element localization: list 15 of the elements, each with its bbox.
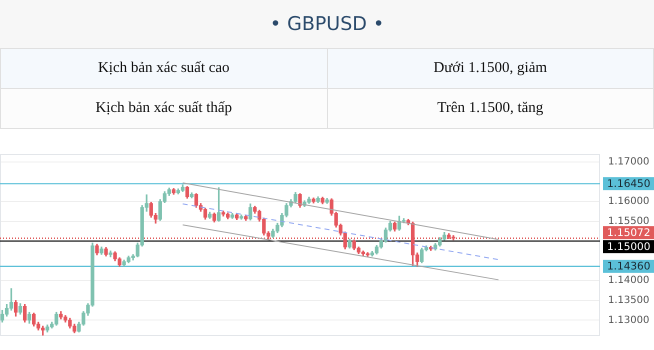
text: Trên 1.1500, tăng [327,88,654,128]
text: Kịch bản xác suất thấp [0,88,327,128]
y-tick-label: 1.14000 [608,275,650,286]
chart-title: • GBPUSD • [0,0,654,48]
ref-line-label: 1.16450 [607,178,650,190]
ref-line-label: 1.15000 [607,240,650,253]
y-tick-label: 1.13000 [608,314,650,326]
y-tick-label: 1.17000 [608,156,650,168]
y-tick-label: 1.16000 [608,196,650,208]
ref-line-label: 1.15072 [607,226,650,239]
text: Dưới 1.1500, giảm [327,48,654,88]
text: Kịch bản xác suất cao [0,48,327,88]
y-tick-label: 1.15500 [608,216,650,227]
y-tick-label: 1.13500 [608,294,650,306]
ref-line-label: 1.14360 [607,260,650,273]
